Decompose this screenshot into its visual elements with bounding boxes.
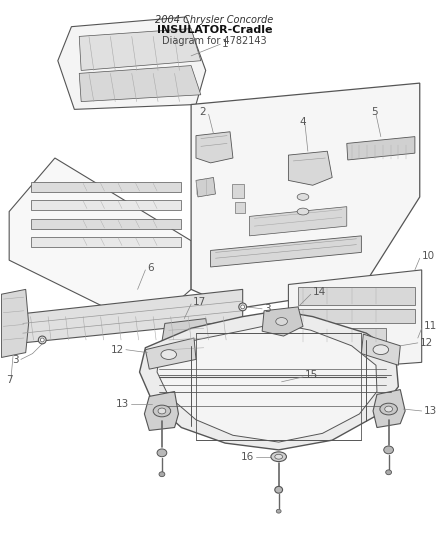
Polygon shape: [298, 309, 415, 324]
Ellipse shape: [276, 318, 287, 325]
Text: 2: 2: [199, 107, 206, 117]
Ellipse shape: [297, 208, 309, 215]
Text: 12: 12: [111, 345, 124, 354]
Polygon shape: [250, 207, 347, 236]
Ellipse shape: [275, 487, 283, 493]
Text: 16: 16: [241, 451, 254, 462]
Text: Diagram for 4782143: Diagram for 4782143: [162, 36, 267, 46]
Text: 14: 14: [313, 287, 326, 297]
Ellipse shape: [241, 305, 245, 309]
Text: 15: 15: [305, 370, 318, 380]
Polygon shape: [31, 182, 181, 192]
Polygon shape: [347, 136, 415, 160]
Polygon shape: [23, 289, 243, 343]
Ellipse shape: [157, 449, 167, 457]
Polygon shape: [157, 324, 377, 442]
Text: 3: 3: [264, 304, 271, 314]
Polygon shape: [161, 319, 211, 365]
Polygon shape: [196, 132, 233, 163]
Polygon shape: [298, 287, 415, 305]
Ellipse shape: [159, 472, 165, 477]
Polygon shape: [145, 338, 196, 369]
Text: 17: 17: [193, 297, 206, 307]
Text: 5: 5: [371, 107, 377, 117]
Ellipse shape: [239, 303, 247, 311]
Polygon shape: [79, 29, 201, 70]
Text: 2004 Chrysler Concorde: 2004 Chrysler Concorde: [155, 15, 274, 25]
Text: INSULATOR-Cradle: INSULATOR-Cradle: [157, 25, 272, 35]
Ellipse shape: [297, 193, 309, 200]
Polygon shape: [31, 200, 181, 209]
Text: 1: 1: [222, 39, 229, 49]
Polygon shape: [373, 390, 405, 427]
Polygon shape: [298, 328, 386, 343]
Ellipse shape: [384, 446, 393, 454]
Ellipse shape: [158, 408, 166, 414]
Polygon shape: [58, 17, 206, 109]
Ellipse shape: [275, 454, 283, 459]
Polygon shape: [288, 151, 332, 185]
Ellipse shape: [161, 350, 177, 359]
Polygon shape: [31, 219, 181, 229]
Text: 13: 13: [424, 406, 437, 416]
Polygon shape: [145, 392, 178, 431]
Text: 4: 4: [300, 117, 306, 127]
Polygon shape: [1, 289, 28, 358]
Polygon shape: [140, 311, 398, 450]
Ellipse shape: [385, 406, 392, 412]
Ellipse shape: [380, 403, 397, 415]
Polygon shape: [288, 270, 422, 372]
Ellipse shape: [276, 509, 281, 513]
Polygon shape: [196, 177, 215, 197]
Polygon shape: [79, 66, 201, 102]
Polygon shape: [361, 334, 400, 365]
Text: 3: 3: [12, 356, 19, 366]
Polygon shape: [235, 202, 245, 214]
Ellipse shape: [40, 338, 44, 342]
Polygon shape: [262, 307, 303, 336]
Text: 12: 12: [420, 338, 433, 348]
Polygon shape: [232, 184, 244, 198]
Ellipse shape: [373, 345, 389, 354]
Text: 13: 13: [116, 399, 129, 409]
Ellipse shape: [153, 405, 171, 417]
Polygon shape: [31, 237, 181, 247]
Ellipse shape: [271, 452, 286, 462]
Text: 6: 6: [147, 263, 154, 273]
Text: 7: 7: [6, 375, 13, 385]
Text: 10: 10: [422, 251, 435, 261]
Polygon shape: [211, 236, 361, 267]
Polygon shape: [191, 83, 420, 309]
Polygon shape: [9, 158, 191, 328]
Ellipse shape: [386, 470, 392, 475]
Text: 11: 11: [424, 321, 437, 332]
Ellipse shape: [39, 336, 46, 344]
